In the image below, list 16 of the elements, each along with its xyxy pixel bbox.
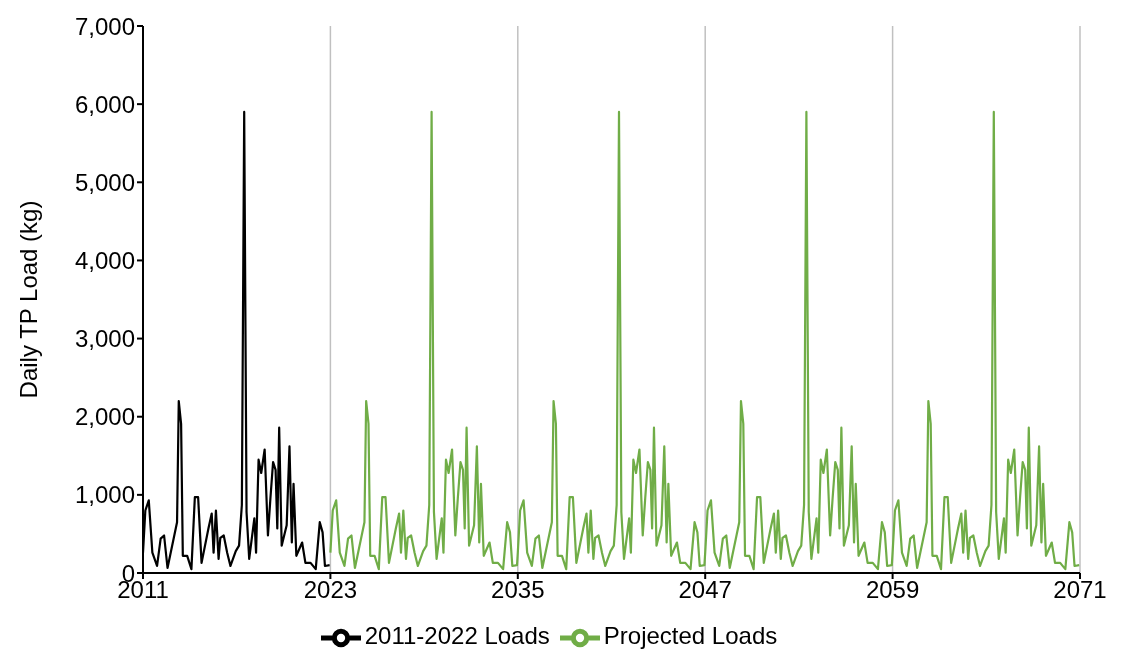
- y-tick-label: 1,000: [74, 481, 135, 509]
- line-series: [329, 110, 1080, 571]
- x-tick-label: 2047: [678, 576, 732, 604]
- y-tick-label: 5,000: [74, 168, 135, 196]
- y-axis-title: Daily TP Load (kg): [14, 200, 42, 399]
- x-tick-label: 2035: [491, 576, 545, 604]
- x-tick-label: 2023: [303, 576, 358, 604]
- y-tick-label: 4,000: [74, 246, 135, 274]
- x-tick-label: 2071: [1053, 576, 1107, 604]
- legend-label: Projected Loads: [603, 622, 778, 650]
- y-tick-label: 3,000: [74, 325, 135, 353]
- legend-label: 2011-2022 Loads: [364, 622, 550, 650]
- x-tick-label: 2059: [865, 576, 920, 604]
- y-tick-label: 6,000: [74, 90, 135, 118]
- y-tick-label: 2,000: [74, 403, 135, 431]
- y-tick-label: 7,000: [74, 12, 135, 40]
